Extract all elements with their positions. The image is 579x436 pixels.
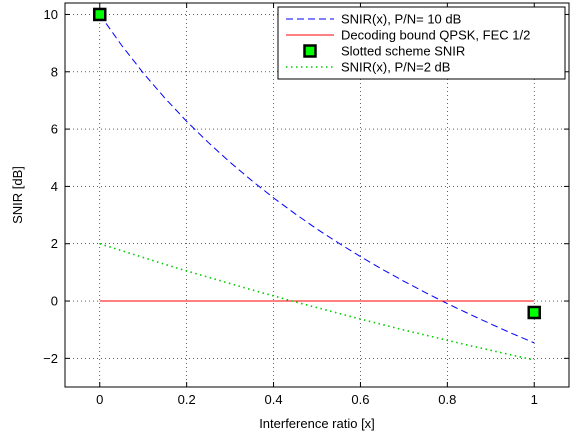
- y-tick-label: 4: [51, 179, 58, 194]
- x-tick-label: 1: [531, 392, 538, 407]
- series-line-snir-x-p-n-2-db: [99, 242, 535, 361]
- series-line-snir-x-p-n-10-db: [99, 14, 535, 344]
- series-layer: [93, 7, 541, 361]
- x-tick-label: 0.2: [178, 392, 196, 407]
- y-tick-label: 10: [44, 7, 58, 22]
- y-axis-label: SNIR [dB]: [10, 166, 25, 224]
- data-point-slotted-scheme-snir: [527, 305, 541, 320]
- x-tick-label: 0.6: [351, 392, 369, 407]
- y-tick-label: 0: [51, 294, 58, 309]
- legend-label: SNIR(x), P/N=2 dB: [341, 60, 450, 75]
- axis-ticks: 0 0.2 0.4 0.6 0.8 1 −2 0 2 4 6 8 10: [43, 3, 569, 407]
- y-tick-label: −2: [43, 351, 58, 366]
- legend-label: Decoding bound QPSK, FEC 1/2: [341, 28, 530, 43]
- legend-label: SNIR(x), P/N= 10 dB: [341, 12, 461, 27]
- plot-frame: [64, 2, 570, 388]
- legend-label: Slotted scheme SNIR: [341, 44, 465, 59]
- y-tick-label: 6: [51, 122, 58, 137]
- x-tick-label: 0: [96, 392, 103, 407]
- x-tick-label: 0.4: [265, 392, 283, 407]
- legend-marker-slotted-scheme-snir: [303, 44, 317, 58]
- y-tick-label: 2: [51, 236, 58, 251]
- x-axis-label: Interference ratio [x]: [259, 416, 375, 431]
- x-tick-label: 0.8: [438, 392, 456, 407]
- y-tick-label: 8: [51, 64, 58, 79]
- data-point-slotted-scheme-snir: [93, 7, 107, 22]
